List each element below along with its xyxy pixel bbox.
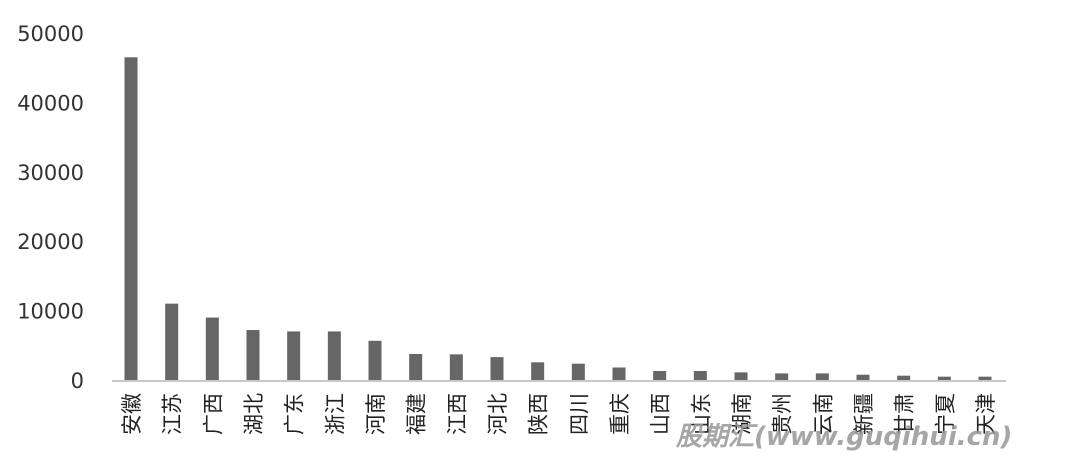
- x-category-label: 新疆: [852, 393, 876, 435]
- x-category-label: 陕西: [527, 393, 551, 435]
- x-category-label: 云南: [811, 393, 835, 435]
- x-category-label: 宁夏: [933, 393, 957, 435]
- bar-浙江: [327, 331, 341, 380]
- y-tick-label: 10000: [17, 300, 84, 324]
- bar-河南: [368, 340, 382, 380]
- bar-福建: [409, 353, 423, 380]
- x-category-label: 重庆: [608, 393, 632, 435]
- y-tick-label: 0: [71, 369, 84, 393]
- y-tick-label: 50000: [17, 22, 84, 46]
- bar-陕西: [531, 362, 545, 380]
- bar-新疆: [856, 374, 870, 380]
- watermark: 股期汇(www.guqihui.cn): [676, 422, 1013, 452]
- bar-四川: [571, 363, 585, 380]
- x-category-label: 天津: [974, 393, 998, 435]
- x-category-label: 四川: [567, 393, 591, 435]
- y-tick-label: 30000: [17, 161, 84, 185]
- x-category-label: 江苏: [161, 393, 185, 435]
- bar-云南: [815, 373, 829, 380]
- bar-江西: [449, 354, 463, 380]
- x-category-label: 贵州: [771, 393, 795, 435]
- x-category-label: 甘肃: [893, 393, 917, 435]
- x-category-label: 山东: [689, 393, 713, 435]
- bar-江苏: [165, 303, 179, 380]
- x-category-label: 湖北: [242, 393, 266, 435]
- bar-安徽: [124, 57, 138, 380]
- bar-天津: [978, 376, 992, 380]
- bar-广西: [205, 317, 219, 380]
- bar-贵州: [775, 373, 789, 380]
- bar-甘肃: [897, 375, 911, 380]
- bar-湖北: [246, 330, 260, 380]
- x-category-label: 浙江: [323, 393, 347, 435]
- y-tick-label: 40000: [17, 91, 84, 115]
- bar-山东: [693, 370, 707, 380]
- bar-广东: [287, 331, 301, 380]
- bar-宁夏: [937, 376, 951, 380]
- bar-河北: [490, 357, 504, 380]
- bar-湖南: [734, 372, 748, 380]
- x-category-label: 福建: [405, 393, 429, 435]
- x-category-label: 广东: [283, 393, 307, 435]
- bar-山西: [653, 370, 667, 380]
- x-category-label: 江西: [445, 393, 469, 435]
- x-category-label: 河北: [486, 393, 510, 435]
- x-category-label: 山西: [649, 393, 673, 435]
- x-category-label: 广西: [201, 393, 225, 435]
- y-tick-label: 20000: [17, 230, 84, 254]
- x-category-label: 湖南: [730, 393, 754, 435]
- bar-重庆: [612, 367, 626, 380]
- x-category-label: 河南: [364, 393, 388, 435]
- x-category-label: 安徽: [120, 393, 144, 435]
